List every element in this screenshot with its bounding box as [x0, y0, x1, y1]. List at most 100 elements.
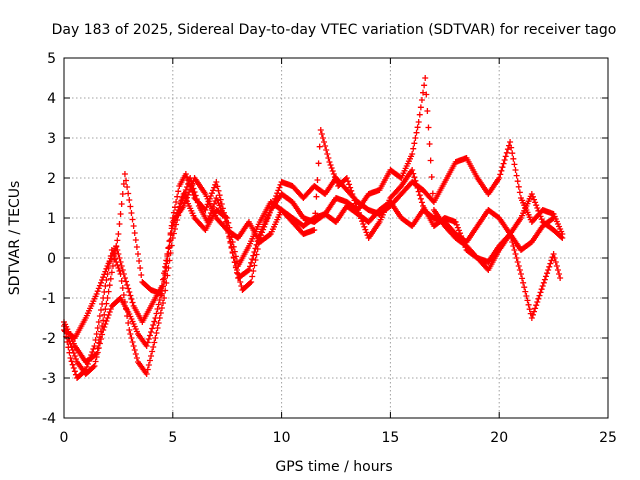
data-point — [351, 197, 358, 204]
data-point — [276, 184, 283, 191]
data-point — [146, 332, 153, 339]
data-point — [457, 230, 464, 237]
data-point — [263, 218, 270, 225]
tick-labels: 0 5 10 15 20 25 -4 -3 -2 -1 0 1 2 3 4 5 — [42, 51, 617, 446]
data-point — [103, 265, 110, 272]
data-point — [130, 343, 137, 349]
data-point — [416, 192, 423, 199]
data-point — [418, 199, 425, 206]
data-point — [129, 339, 136, 345]
data-point — [160, 276, 167, 283]
data-point — [513, 172, 520, 179]
data-point — [544, 270, 551, 277]
data-point — [95, 319, 102, 325]
data-point — [161, 295, 168, 301]
data-point — [102, 321, 109, 327]
data-point — [458, 233, 465, 239]
data-point — [106, 309, 113, 315]
data-point — [415, 188, 422, 195]
data-point — [529, 193, 536, 200]
data-point — [121, 171, 128, 177]
chart-title: Day 183 of 2025, Sidereal Day-to-day VTE… — [52, 22, 617, 38]
data-point — [120, 181, 127, 187]
data-point — [237, 279, 244, 285]
data-point — [331, 174, 338, 180]
data-point — [165, 244, 172, 251]
data-point — [67, 341, 74, 347]
data-point — [117, 259, 124, 265]
data-point — [559, 235, 566, 241]
data-point — [232, 253, 239, 260]
data-point — [360, 221, 367, 227]
data-point — [95, 339, 102, 346]
data-point — [266, 209, 273, 216]
data-point — [152, 335, 159, 341]
y-tick-label: 4 — [47, 91, 56, 107]
data-point — [97, 307, 104, 313]
data-point — [537, 289, 544, 296]
data-point — [149, 325, 156, 332]
data-point — [322, 143, 329, 149]
data-point — [160, 300, 167, 306]
data-point — [114, 247, 121, 253]
data-point — [119, 285, 126, 291]
data-point — [248, 259, 255, 266]
y-tick-label: -1 — [42, 291, 56, 307]
data-point — [126, 289, 133, 295]
data-point — [314, 177, 321, 183]
data-point — [354, 207, 361, 213]
data-point — [127, 203, 134, 210]
data-point — [185, 191, 192, 198]
data-point — [66, 338, 73, 344]
data-point — [155, 320, 162, 326]
data-point — [120, 292, 127, 298]
data-point — [117, 211, 124, 217]
data-point — [533, 202, 540, 209]
data-point — [235, 271, 242, 277]
data-point — [210, 187, 217, 194]
data-point — [361, 223, 368, 230]
data-point — [245, 267, 252, 273]
data-point — [498, 167, 505, 174]
data-point — [511, 247, 518, 253]
data-point — [513, 255, 520, 261]
data-point — [452, 219, 459, 225]
data-point — [148, 353, 155, 359]
data-point — [514, 259, 521, 265]
data-point — [540, 279, 547, 286]
data-point — [182, 171, 189, 177]
data-point — [99, 301, 106, 307]
data-point — [167, 231, 174, 238]
data-point — [155, 301, 162, 308]
data-point — [557, 275, 564, 281]
data-point — [410, 145, 417, 152]
data-point — [344, 178, 351, 185]
data-point — [330, 171, 337, 177]
data-point — [106, 282, 113, 289]
data-point — [414, 185, 421, 191]
data-point — [156, 297, 163, 303]
data-point — [173, 199, 180, 205]
data-point — [183, 174, 190, 180]
data-point — [132, 237, 139, 243]
data-point — [516, 189, 523, 196]
data-point — [343, 175, 350, 181]
data-point — [315, 160, 322, 167]
data-point — [231, 248, 238, 255]
data-point — [97, 336, 104, 342]
data-point — [531, 308, 538, 315]
data-point — [250, 268, 257, 274]
data-point — [203, 204, 210, 211]
data-point — [187, 186, 194, 193]
data-point — [528, 315, 535, 321]
data-point — [108, 269, 115, 276]
data-point — [412, 177, 419, 184]
data-point — [230, 243, 237, 250]
data-point — [70, 350, 77, 356]
data-point — [102, 268, 109, 275]
x-tick-label: 5 — [168, 430, 177, 446]
data-point — [130, 223, 137, 229]
data-point — [224, 215, 231, 221]
data-point — [533, 302, 540, 309]
data-point — [94, 349, 101, 356]
